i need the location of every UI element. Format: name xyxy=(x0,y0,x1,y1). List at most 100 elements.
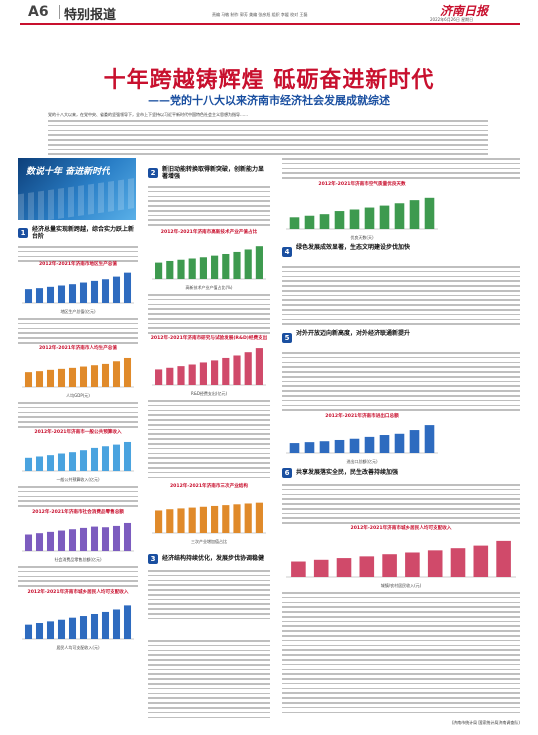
headline-main: 十年跨越铸辉煌 砥砺奋进新时代 xyxy=(103,67,435,93)
masthead: 济南日报 xyxy=(440,4,489,18)
bar xyxy=(90,280,99,303)
bar xyxy=(35,288,44,303)
lead-text: 党的十八大以来，在党中央、省委的坚强领导下，全市上下坚持以习近平新时代中国特色社… xyxy=(48,112,248,117)
section-title: 绿色发展成效显著，生态文明建设步伐加快 xyxy=(296,244,411,251)
bar xyxy=(319,441,330,453)
bar xyxy=(123,441,132,471)
chart-plot xyxy=(152,246,266,280)
bar xyxy=(57,285,66,303)
chart-title: 2012年-2021年济南市一般公共预算收入 xyxy=(34,430,122,435)
chart-plot xyxy=(286,425,438,454)
bar xyxy=(244,503,252,533)
bar xyxy=(188,258,196,279)
bar xyxy=(188,507,196,533)
bar xyxy=(68,284,77,303)
bar xyxy=(101,363,110,387)
bar xyxy=(222,357,230,385)
bar xyxy=(101,611,110,639)
bar xyxy=(244,249,252,279)
lead-paragraph: 党的十八大以来，在党中央、省委的坚强领导下，全市上下坚持以习近平新时代中国特色社… xyxy=(48,112,488,158)
bar xyxy=(244,352,252,385)
chart-title: 2012年-2021年济南市人均生产总值 xyxy=(38,346,117,351)
bar xyxy=(319,214,330,229)
bar xyxy=(291,561,306,577)
bar xyxy=(24,457,33,471)
bar xyxy=(199,362,207,385)
bar xyxy=(57,453,66,471)
bar xyxy=(155,369,163,385)
feature-photo: 数说十年 奋进新时代 xyxy=(18,158,136,220)
chart-plot xyxy=(22,357,134,388)
bar xyxy=(334,439,345,453)
bar xyxy=(233,251,241,279)
chart-caption: 居民人均可支配收入(元) xyxy=(56,645,100,650)
bar xyxy=(101,446,110,471)
chart-resident-income: 2012年-2021年济南市城乡居民人均可支配收入 居民人均可支配收入(元) xyxy=(18,590,138,650)
bar xyxy=(123,357,132,387)
bar xyxy=(334,211,345,229)
bar xyxy=(90,447,99,471)
section-title: 共享发展落实全民，民生改善持续加强 xyxy=(296,469,399,476)
bar xyxy=(46,455,55,471)
chart-caption: 进出口总额(亿元) xyxy=(346,459,378,464)
section-number: 3 xyxy=(148,554,158,564)
bar xyxy=(112,444,121,471)
section-2-header: 2 新旧动能转换取得新突破，创新能力显著增强 xyxy=(148,166,268,184)
bar xyxy=(101,279,110,303)
bar xyxy=(24,372,33,387)
section-number: 6 xyxy=(282,468,292,478)
chart-urban-rural-income: 2012年-2021年济南市城乡居民人均可支配收入 城镇/农村居民收入(元) xyxy=(282,526,520,588)
chart-public-budget: 2012年-2021年济南市一般公共预算收入 一般公共预算收入(亿元) xyxy=(18,430,138,482)
chart-title: 2012年-2021年济南市高新技术产业产值占比 xyxy=(160,230,258,235)
chart-caption: 地区生产总值(亿元) xyxy=(60,309,96,314)
bar xyxy=(155,262,163,279)
bar xyxy=(79,366,88,387)
bar xyxy=(112,361,121,387)
section-1-header: 1 经济总量实现新跨越，综合实力跃上新台阶 xyxy=(18,226,140,242)
chart-retail-sales: 2012年-2021年济南市社会消费品零售总额 社会消费品零售总额(亿元) xyxy=(18,510,138,562)
bar xyxy=(24,289,33,303)
bar xyxy=(450,548,466,577)
bar xyxy=(233,504,241,533)
chart-title: 2012年-2021年济南市城乡居民人均可支配收入 xyxy=(350,526,452,531)
bar xyxy=(473,545,489,577)
bar xyxy=(57,530,66,551)
chart-title: 2012年-2021年济南市空气质量优良天数 xyxy=(318,182,406,187)
bar xyxy=(364,207,375,229)
bar xyxy=(46,621,55,639)
chart-plot xyxy=(22,605,134,640)
chart-industry-structure: 2012年-2021年济南市三次产业结构 三次产业增加值占比 xyxy=(148,484,270,544)
bar xyxy=(90,526,99,551)
bar xyxy=(304,215,315,229)
chart-caption: 人均GDP(元) xyxy=(66,393,90,398)
bar xyxy=(211,255,219,279)
bar xyxy=(112,609,121,639)
section-label: 特别报道 xyxy=(64,8,117,23)
bar xyxy=(313,559,329,577)
chart-plot xyxy=(22,272,134,304)
divider xyxy=(59,5,60,19)
bar xyxy=(289,443,300,453)
bar xyxy=(359,556,375,577)
bar xyxy=(112,525,121,551)
section-number: 1 xyxy=(18,228,28,238)
bar xyxy=(199,506,207,533)
chart-air-quality: 2012年-2021年济南市空气质量优良天数 优良天数(天) xyxy=(282,182,442,240)
section-title: 经济结构持续优化，发展步伐协调稳健 xyxy=(162,555,265,562)
bar xyxy=(123,272,132,303)
bar xyxy=(394,433,405,453)
bar xyxy=(349,209,360,229)
bar xyxy=(379,435,390,453)
bar xyxy=(409,430,420,453)
bar xyxy=(424,425,435,453)
bar xyxy=(427,550,443,577)
bar xyxy=(101,527,110,551)
bar xyxy=(222,505,230,533)
source-footer: (济南市统计局 国家统计局济南调查队) xyxy=(451,720,520,725)
headline-sub: ——党的十八大以来济南市经济社会发展成就综述 xyxy=(148,94,390,107)
bar xyxy=(336,558,352,577)
section-title: 经济总量实现新跨越，综合实力跃上新台阶 xyxy=(32,226,135,240)
chart-hitech-share: 2012年-2021年济南市高新技术产业产值占比 高新技术产业产值占比(%) xyxy=(148,230,270,290)
section-number: 2 xyxy=(148,168,158,178)
bar xyxy=(222,253,230,279)
